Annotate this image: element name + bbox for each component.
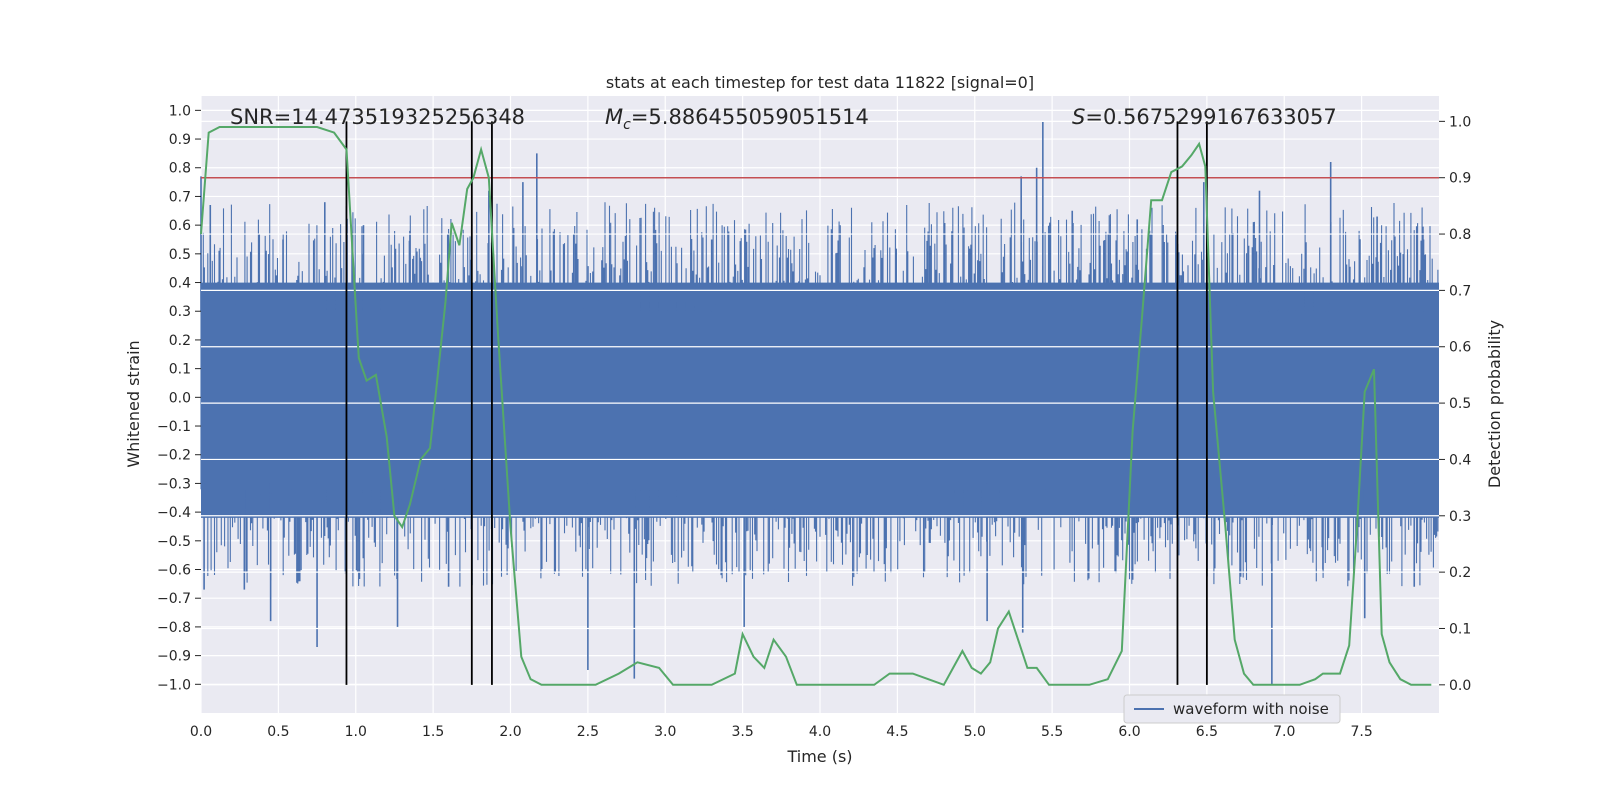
y-tick-label-left: −0.5 xyxy=(157,534,191,550)
y-tick-label-left: 0.4 xyxy=(169,276,191,292)
chart-title: stats at each timestep for test data 118… xyxy=(606,73,1034,92)
x-tick-label: 4.5 xyxy=(886,724,908,740)
probability-line xyxy=(200,126,1432,687)
y-tick-label-left: 0.8 xyxy=(169,161,191,177)
s-annotation: S=0.5675299167633057 xyxy=(1072,105,1337,129)
mc-subscript: c xyxy=(623,117,631,133)
x-tick-label: 3.5 xyxy=(731,724,753,740)
y-tick-label-right: 0.6 xyxy=(1449,340,1471,356)
y-tick-label-left: −1.0 xyxy=(157,677,191,693)
y-tick-label-left: 0.5 xyxy=(169,247,191,263)
x-tick-label: 5.0 xyxy=(964,724,986,740)
y-axis-left-label: Whitened strain xyxy=(124,340,143,467)
y-tick-label-left: 0.3 xyxy=(169,304,191,320)
snr-annotation: SNR=14.473519325256348 xyxy=(230,105,525,129)
y-tick-label-right: 0.1 xyxy=(1449,621,1471,637)
x-tick-label: 7.5 xyxy=(1350,724,1372,740)
y-tick-label-left: 1.0 xyxy=(169,103,191,119)
y-tick-label-left: −0.9 xyxy=(157,649,191,665)
y-tick-label-left: 0.0 xyxy=(169,390,191,406)
waveform-line xyxy=(200,202,1439,587)
x-tick-label: 4.0 xyxy=(809,724,831,740)
x-tick-label: 0.5 xyxy=(267,724,289,740)
y-tick-label-right: 0.4 xyxy=(1449,452,1471,468)
y-tick-label-left: −0.2 xyxy=(157,448,191,464)
y-tick-label-right: 0.9 xyxy=(1449,171,1471,187)
y-axis-right-label: Detection probability xyxy=(1485,320,1504,488)
x-tick-label: 5.5 xyxy=(1041,724,1063,740)
y-tick-label-right: 0.7 xyxy=(1449,283,1471,299)
x-tick-label: 2.5 xyxy=(577,724,599,740)
y-tick-label-left: −0.1 xyxy=(157,419,191,435)
legend-label: waveform with noise xyxy=(1173,700,1329,718)
y-tick-label-right: 0.2 xyxy=(1449,565,1471,581)
y-tick-label-right: 0.8 xyxy=(1449,227,1471,243)
x-tick-label: 0.0 xyxy=(190,724,212,740)
x-tick-label: 1.0 xyxy=(345,724,367,740)
y-tick-label-left: 0.2 xyxy=(169,333,191,349)
y-tick-label-left: 0.6 xyxy=(169,218,191,234)
x-tick-label: 2.0 xyxy=(499,724,521,740)
y-tick-label-left: −0.3 xyxy=(157,476,191,492)
x-tick-label: 6.0 xyxy=(1118,724,1140,740)
y-tick-label-right: 0.0 xyxy=(1449,678,1471,694)
y-tick-label-right: 0.5 xyxy=(1449,396,1471,412)
y-tick-label-left: −0.8 xyxy=(157,620,191,636)
y-tick-label-left: −0.4 xyxy=(157,505,191,521)
s-symbol: S xyxy=(1072,105,1085,129)
mc-annotation: Mc=5.886455059051514 xyxy=(605,105,869,133)
y-tick-label-left: −0.7 xyxy=(157,591,191,607)
y-tick-label-right: 0.3 xyxy=(1449,509,1471,525)
y-tick-label-right: 1.0 xyxy=(1449,114,1471,130)
x-tick-label: 3.0 xyxy=(654,724,676,740)
x-axis-label: Time (s) xyxy=(786,747,852,766)
x-tick-label: 7.0 xyxy=(1273,724,1295,740)
waveform-series xyxy=(200,121,1439,685)
mc-value: =5.886455059051514 xyxy=(631,105,869,129)
probability-series xyxy=(200,126,1432,687)
s-value: =0.5675299167633057 xyxy=(1085,105,1336,129)
mc-symbol: M xyxy=(605,105,623,129)
y-tick-label-left: −0.6 xyxy=(157,563,191,579)
legend-box xyxy=(1123,694,1341,724)
legend: waveform with noise xyxy=(1123,694,1341,724)
x-tick-label: 1.5 xyxy=(422,724,444,740)
y-tick-label-left: 0.7 xyxy=(169,189,191,205)
y-tick-label-left: 0.9 xyxy=(169,132,191,148)
axes: 0.0 0.5 1.0 1.5 2.0 2.5 3.0 3.5 4.0 4.5 5.0 5.5 6.0 6… xyxy=(157,103,1471,740)
y-tick-label-left: 0.1 xyxy=(169,362,191,378)
x-tick-label: 6.5 xyxy=(1196,724,1218,740)
